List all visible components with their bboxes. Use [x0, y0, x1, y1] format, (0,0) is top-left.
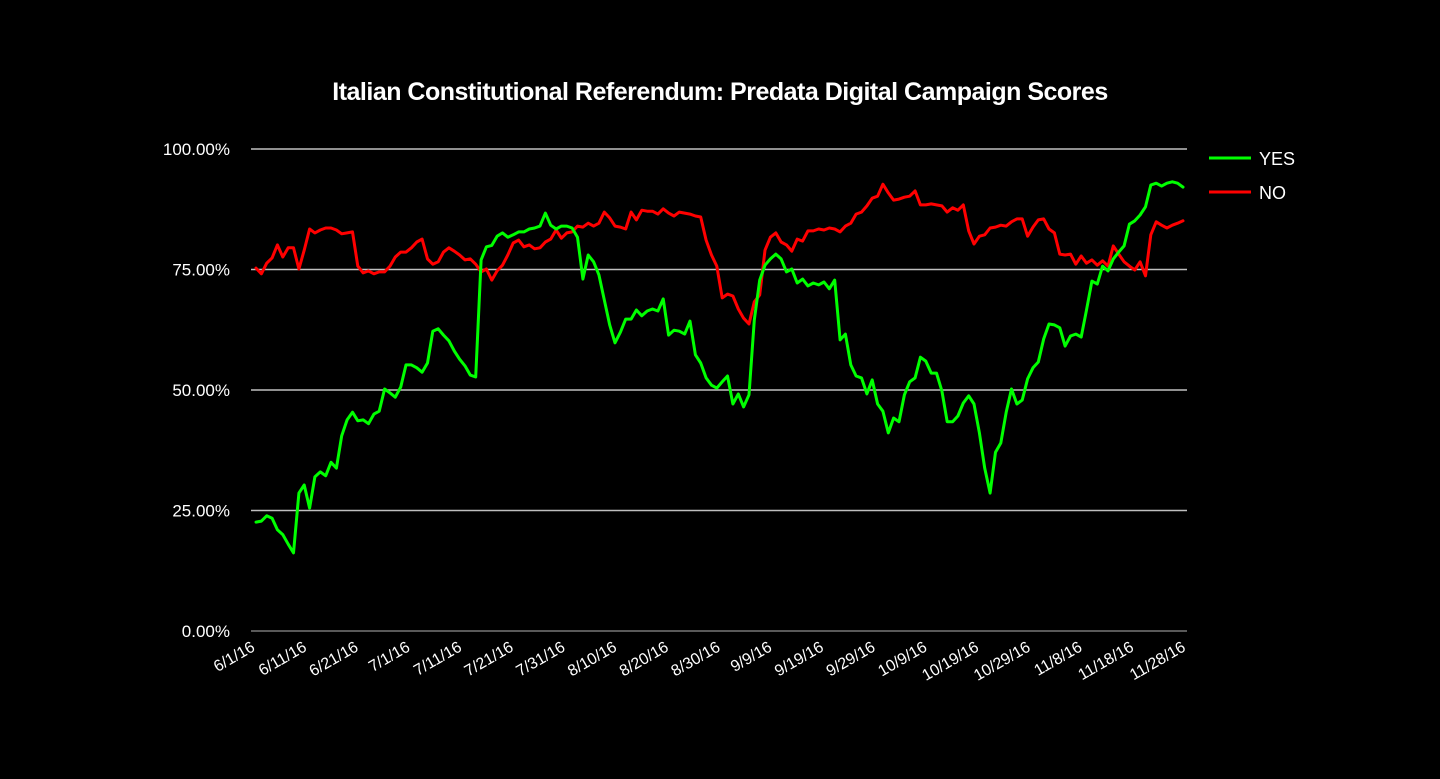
x-tick-label: 9/19/16: [772, 639, 827, 680]
legend-label-yes: YES: [1259, 149, 1295, 169]
y-axis-ticks: 0.00% 25.00% 50.00% 75.00% 100.00%: [163, 140, 230, 641]
x-tick-label: 10/19/16: [919, 639, 982, 685]
y-tick-label: 75.00%: [172, 261, 230, 280]
x-tick-label: 9/29/16: [824, 639, 879, 680]
x-tick-label: 8/20/16: [617, 639, 672, 680]
legend-label-no: NO: [1259, 183, 1286, 203]
x-tick-label: 6/21/16: [307, 639, 362, 680]
x-tick-label: 6/1/16: [211, 639, 258, 676]
y-tick-label: 25.00%: [172, 502, 230, 521]
x-tick-label: 10/29/16: [971, 639, 1034, 685]
x-tick-label: 7/21/16: [462, 639, 517, 680]
x-tick-label: 7/1/16: [366, 639, 413, 676]
data-series: [254, 180, 1185, 555]
y-tick-label: 0.00%: [182, 622, 230, 641]
x-tick-label: 9/9/16: [728, 639, 775, 676]
chart-title: Italian Constitutional Referendum: Preda…: [332, 78, 1108, 106]
y-tick-label: 50.00%: [172, 381, 230, 400]
x-axis-ticks: 6/1/166/11/166/21/16 7/1/167/11/167/21/16…: [211, 639, 1189, 685]
x-tick-label: 6/11/16: [256, 639, 310, 680]
x-tick-label: 11/28/16: [1127, 639, 1188, 684]
series-no-line: [254, 182, 1185, 326]
y-tick-label: 100.00%: [163, 140, 230, 159]
x-tick-label: 8/30/16: [669, 639, 724, 680]
x-tick-label: 11/18/16: [1075, 639, 1136, 684]
x-tick-label: 8/10/16: [565, 639, 620, 680]
series-yes-line: [254, 180, 1185, 555]
legend: YES NO: [1209, 149, 1295, 203]
x-tick-label: 7/11/16: [411, 639, 465, 680]
gridlines: [251, 148, 1187, 632]
x-tick-label: 7/31/16: [513, 639, 568, 680]
